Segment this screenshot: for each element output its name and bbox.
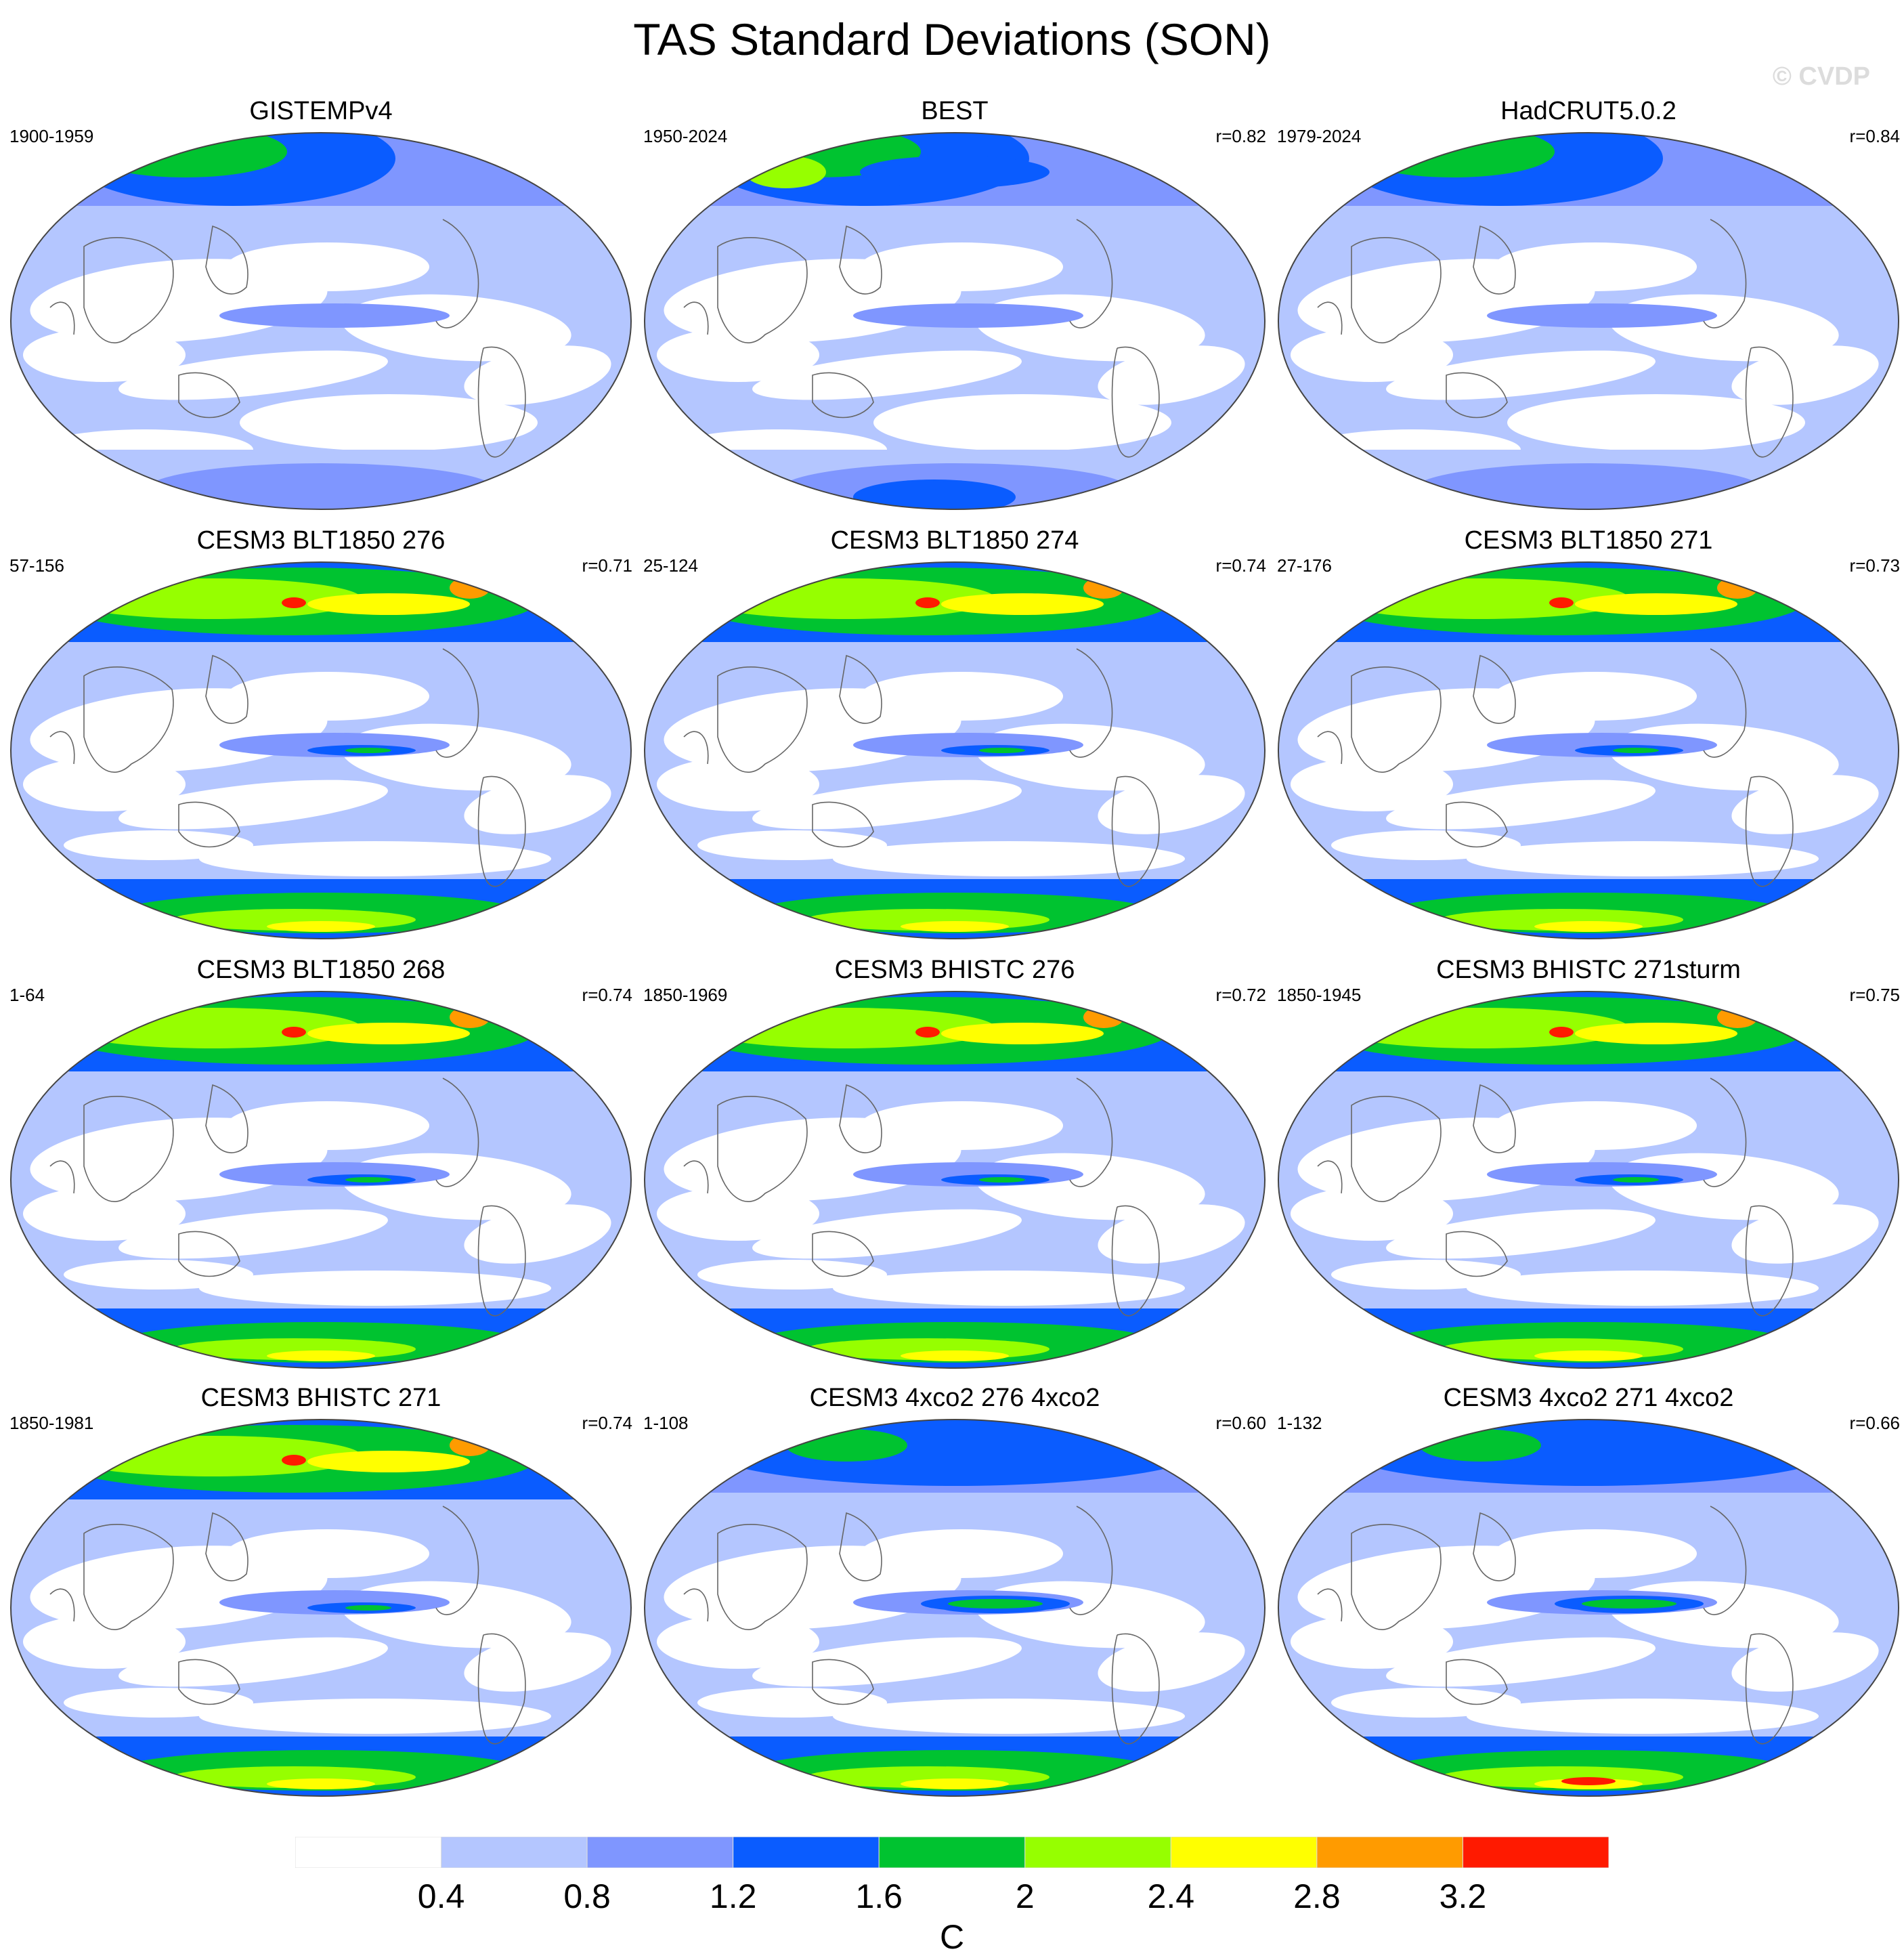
- panel-correlation: r=0.84: [1849, 126, 1900, 146]
- colorbar-swatch: [1170, 1837, 1318, 1868]
- panel-period: 1850-1981: [9, 1413, 94, 1433]
- panel-title: CESM3 BHISTC 271: [200, 1384, 441, 1412]
- panel-title: HadCRUT5.0.2: [1500, 97, 1676, 125]
- panel-correlation: r=0.82: [1215, 126, 1266, 146]
- panel-map: [1278, 991, 1899, 1369]
- colorbar-tick-labels: 0.4 0.8 1.2 1.6 2 2.4 2.8 3.2: [0, 1876, 1904, 1917]
- panel-title: GISTEMPv4: [249, 97, 393, 125]
- panel-map: [10, 132, 632, 510]
- panel-period: 1900-1959: [9, 126, 94, 146]
- panel-title: CESM3 BHISTC 276: [834, 956, 1075, 984]
- colorbar-tick-label: 1.2: [709, 1877, 757, 1915]
- panel-period: 25-124: [643, 555, 698, 576]
- colorbar-swatch: [1462, 1837, 1609, 1868]
- colorbar-tick-label: 0.8: [563, 1877, 611, 1915]
- panel-period: 1979-2024: [1277, 126, 1362, 146]
- colorbar-tick-label: 1.6: [855, 1877, 903, 1915]
- map-panel: CESM3 BHISTC 271 1850-1981 r=0.74: [9, 1383, 632, 1803]
- colorbar-unit-label: C: [939, 1918, 965, 1956]
- colorbar-swatch: [878, 1837, 1026, 1868]
- panel-map: [644, 132, 1265, 510]
- panel-title: CESM3 4xco2 271 4xco2: [1443, 1384, 1734, 1412]
- panel-period: 1-64: [9, 985, 45, 1005]
- colorbar-tick-label: 2.4: [1147, 1877, 1195, 1915]
- colorbar-swatch: [733, 1837, 880, 1868]
- panel-map: [644, 1419, 1265, 1797]
- panel-period: 1850-1969: [643, 985, 728, 1005]
- panel-map: [10, 991, 632, 1369]
- panel-title: CESM3 BLT1850 274: [830, 526, 1079, 555]
- panel-map: [1278, 1419, 1899, 1797]
- panel-map: [10, 561, 632, 939]
- map-panel: GISTEMPv4 1900-1959: [9, 96, 632, 516]
- panel-correlation: r=0.72: [1215, 985, 1266, 1005]
- colorbar-swatch: [1024, 1837, 1171, 1868]
- map-panel: CESM3 BLT1850 268 1-64 r=0.74: [9, 955, 632, 1375]
- panel-map: [1278, 132, 1899, 510]
- map-panel: CESM3 BLT1850 274 25-124 r=0.74: [643, 526, 1266, 945]
- colorbar-tick-label: 3.2: [1439, 1877, 1487, 1915]
- panel-correlation: r=0.74: [582, 985, 632, 1005]
- panel-period: 1-108: [643, 1413, 689, 1433]
- colorbar-swatch: [441, 1837, 588, 1868]
- colorbar-swatch: [586, 1837, 734, 1868]
- panel-correlation: r=0.74: [1215, 555, 1266, 576]
- panel-correlation: r=0.66: [1849, 1413, 1900, 1433]
- watermark-text: © CVDP: [1772, 62, 1870, 91]
- panel-correlation: r=0.73: [1849, 555, 1900, 576]
- panel-map: [644, 991, 1265, 1369]
- panel-title: BEST: [921, 97, 989, 125]
- map-panel: CESM3 BLT1850 271 27-176 r=0.73: [1277, 526, 1900, 945]
- panel-correlation: r=0.60: [1215, 1413, 1266, 1433]
- panel-period: 1850-1945: [1277, 985, 1362, 1005]
- map-panel: BEST 1950-2024 r=0.82: [643, 96, 1266, 516]
- panel-title: CESM3 BLT1850 271: [1464, 526, 1713, 555]
- map-panel: CESM3 4xco2 276 4xco2 1-108 r=0.60: [643, 1383, 1266, 1803]
- panel-period: 1-132: [1277, 1413, 1322, 1433]
- map-panel: HadCRUT5.0.2 1979-2024 r=0.84: [1277, 96, 1900, 516]
- map-panel: CESM3 4xco2 271 4xco2 1-132 r=0.66: [1277, 1383, 1900, 1803]
- panel-correlation: r=0.75: [1849, 985, 1900, 1005]
- colorbar: [295, 1837, 1609, 1868]
- map-panel: CESM3 BHISTC 271sturm 1850-1945 r=0.75: [1277, 955, 1900, 1375]
- colorbar-tick-label: 2: [1015, 1877, 1035, 1915]
- panel-map: [1278, 561, 1899, 939]
- panel-title: CESM3 BHISTC 271sturm: [1436, 956, 1741, 984]
- panel-correlation: r=0.71: [582, 555, 632, 576]
- panel-map: [644, 561, 1265, 939]
- colorbar-swatch: [295, 1837, 442, 1868]
- panel-title: CESM3 BLT1850 268: [196, 956, 446, 984]
- map-panel: CESM3 BLT1850 276 57-156 r=0.71: [9, 526, 632, 945]
- panel-title: CESM3 4xco2 276 4xco2: [809, 1384, 1100, 1412]
- panel-correlation: r=0.74: [582, 1413, 632, 1433]
- panel-period: 27-176: [1277, 555, 1332, 576]
- colorbar-swatch: [1316, 1837, 1463, 1868]
- panel-period: 1950-2024: [643, 126, 728, 146]
- map-panel: CESM3 BHISTC 276 1850-1969 r=0.72: [643, 955, 1266, 1375]
- colorbar-tick-label: 2.8: [1293, 1877, 1341, 1915]
- panel-period: 57-156: [9, 555, 64, 576]
- page-title: TAS Standard Deviations (SON): [633, 14, 1271, 64]
- panel-map: [10, 1419, 632, 1797]
- colorbar-tick-label: 0.4: [417, 1877, 465, 1915]
- panel-title: CESM3 BLT1850 276: [196, 526, 446, 555]
